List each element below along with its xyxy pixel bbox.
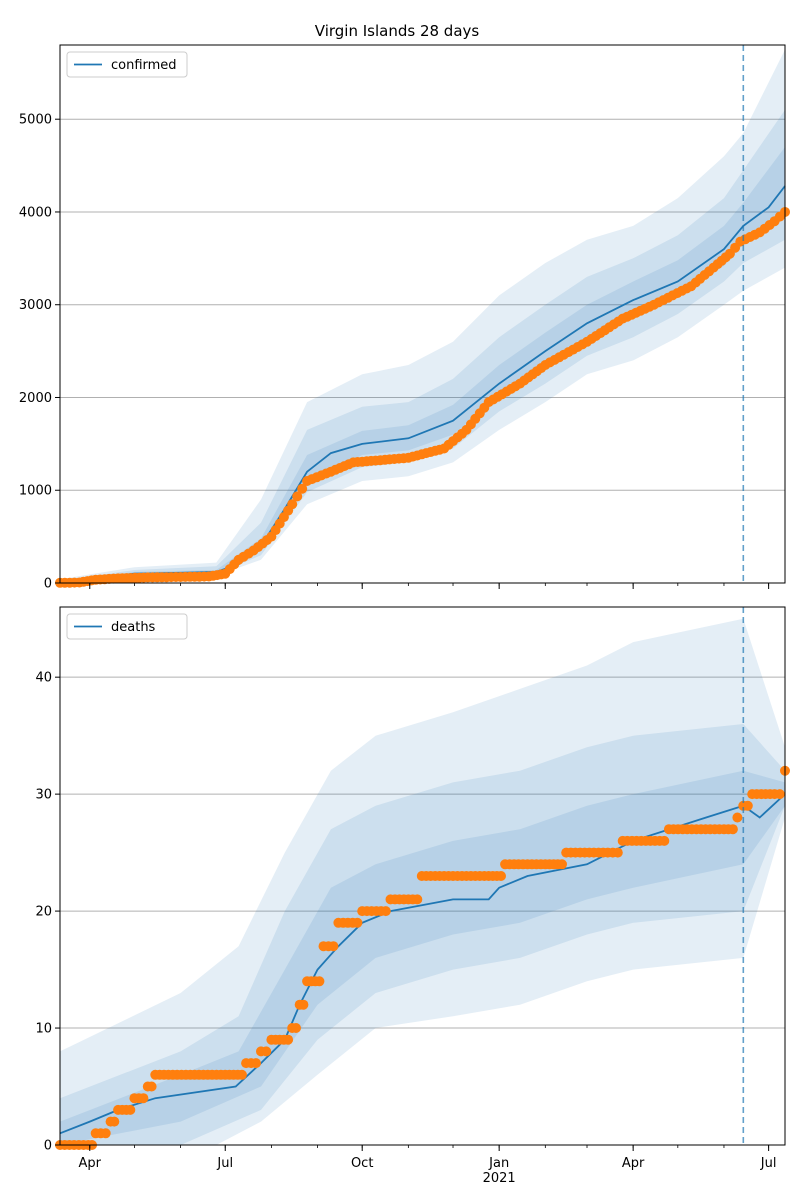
observed-point [328,941,339,952]
y-tick-label: 3000 [19,298,52,313]
legend-label: deaths [111,620,156,635]
observed-point [283,1034,294,1045]
observed-point [251,1058,261,1069]
observed-point [298,999,309,1010]
observed-point [236,1069,247,1080]
y-tick-label: 20 [35,905,52,920]
uncertainty-band [60,724,785,1145]
observed-point [659,835,670,846]
legend-label: confirmed [111,58,177,73]
uncertainty-band [60,109,785,584]
observed-point [287,499,298,510]
x-tick-label: Apr [622,1156,645,1171]
observed-point [314,976,325,987]
uncertainty-band [60,770,785,1145]
x-tick-label: Apr [79,1156,102,1171]
observed-point [291,1023,301,1033]
x-tick-label: Jul [760,1156,777,1171]
observed-point [727,824,738,835]
observed-point [732,812,743,823]
x-tick-label: Jul [216,1156,233,1171]
legend-box [66,51,188,78]
observed-point [138,1093,149,1104]
y-tick-label: 4000 [19,205,52,220]
y-tick-label: 40 [35,671,52,686]
observed-point [292,491,303,502]
observed-point [774,789,785,800]
observed-point [496,871,506,881]
deaths-panel: 0 10 20 30 40 Apr Jul Oct Jan Apr Jul deaths 2021 [35,606,790,1186]
y-tick-label: 10 [35,1022,52,1037]
observed-point [557,859,567,870]
chart-title: Virgin Islands 28 days [315,22,480,40]
x-tick-label: Jan [488,1156,509,1171]
observed-point [380,906,391,917]
uncertainty-band [60,618,785,1145]
observed-point [261,1046,272,1057]
y-tick-label: 30 [35,788,52,803]
y-tick-label: 5000 [19,113,52,128]
y-tick-label: 0 [44,577,52,592]
observed-point [352,917,363,928]
y-tick-label: 0 [44,1139,52,1154]
y-tick-label: 2000 [19,391,52,406]
uncertainty-band [60,49,785,584]
observed-point [109,1116,120,1127]
legend-box [66,613,188,640]
x-year-label: 2021 [483,1171,516,1186]
observed-point [100,1128,111,1139]
confirmed-panel: 0 1000 2000 3000 4000 5000 confirmed [19,44,790,592]
x-tick-label: Oct [351,1156,373,1171]
observed-point [297,483,308,494]
observed-point [146,1081,157,1092]
y-tick-label: 1000 [19,484,52,499]
plot-frame [59,44,786,584]
observed-point [612,847,623,858]
observed-point [412,894,423,905]
plot-frame [59,606,786,1146]
observed-point [742,800,753,811]
observed-point [125,1104,136,1115]
